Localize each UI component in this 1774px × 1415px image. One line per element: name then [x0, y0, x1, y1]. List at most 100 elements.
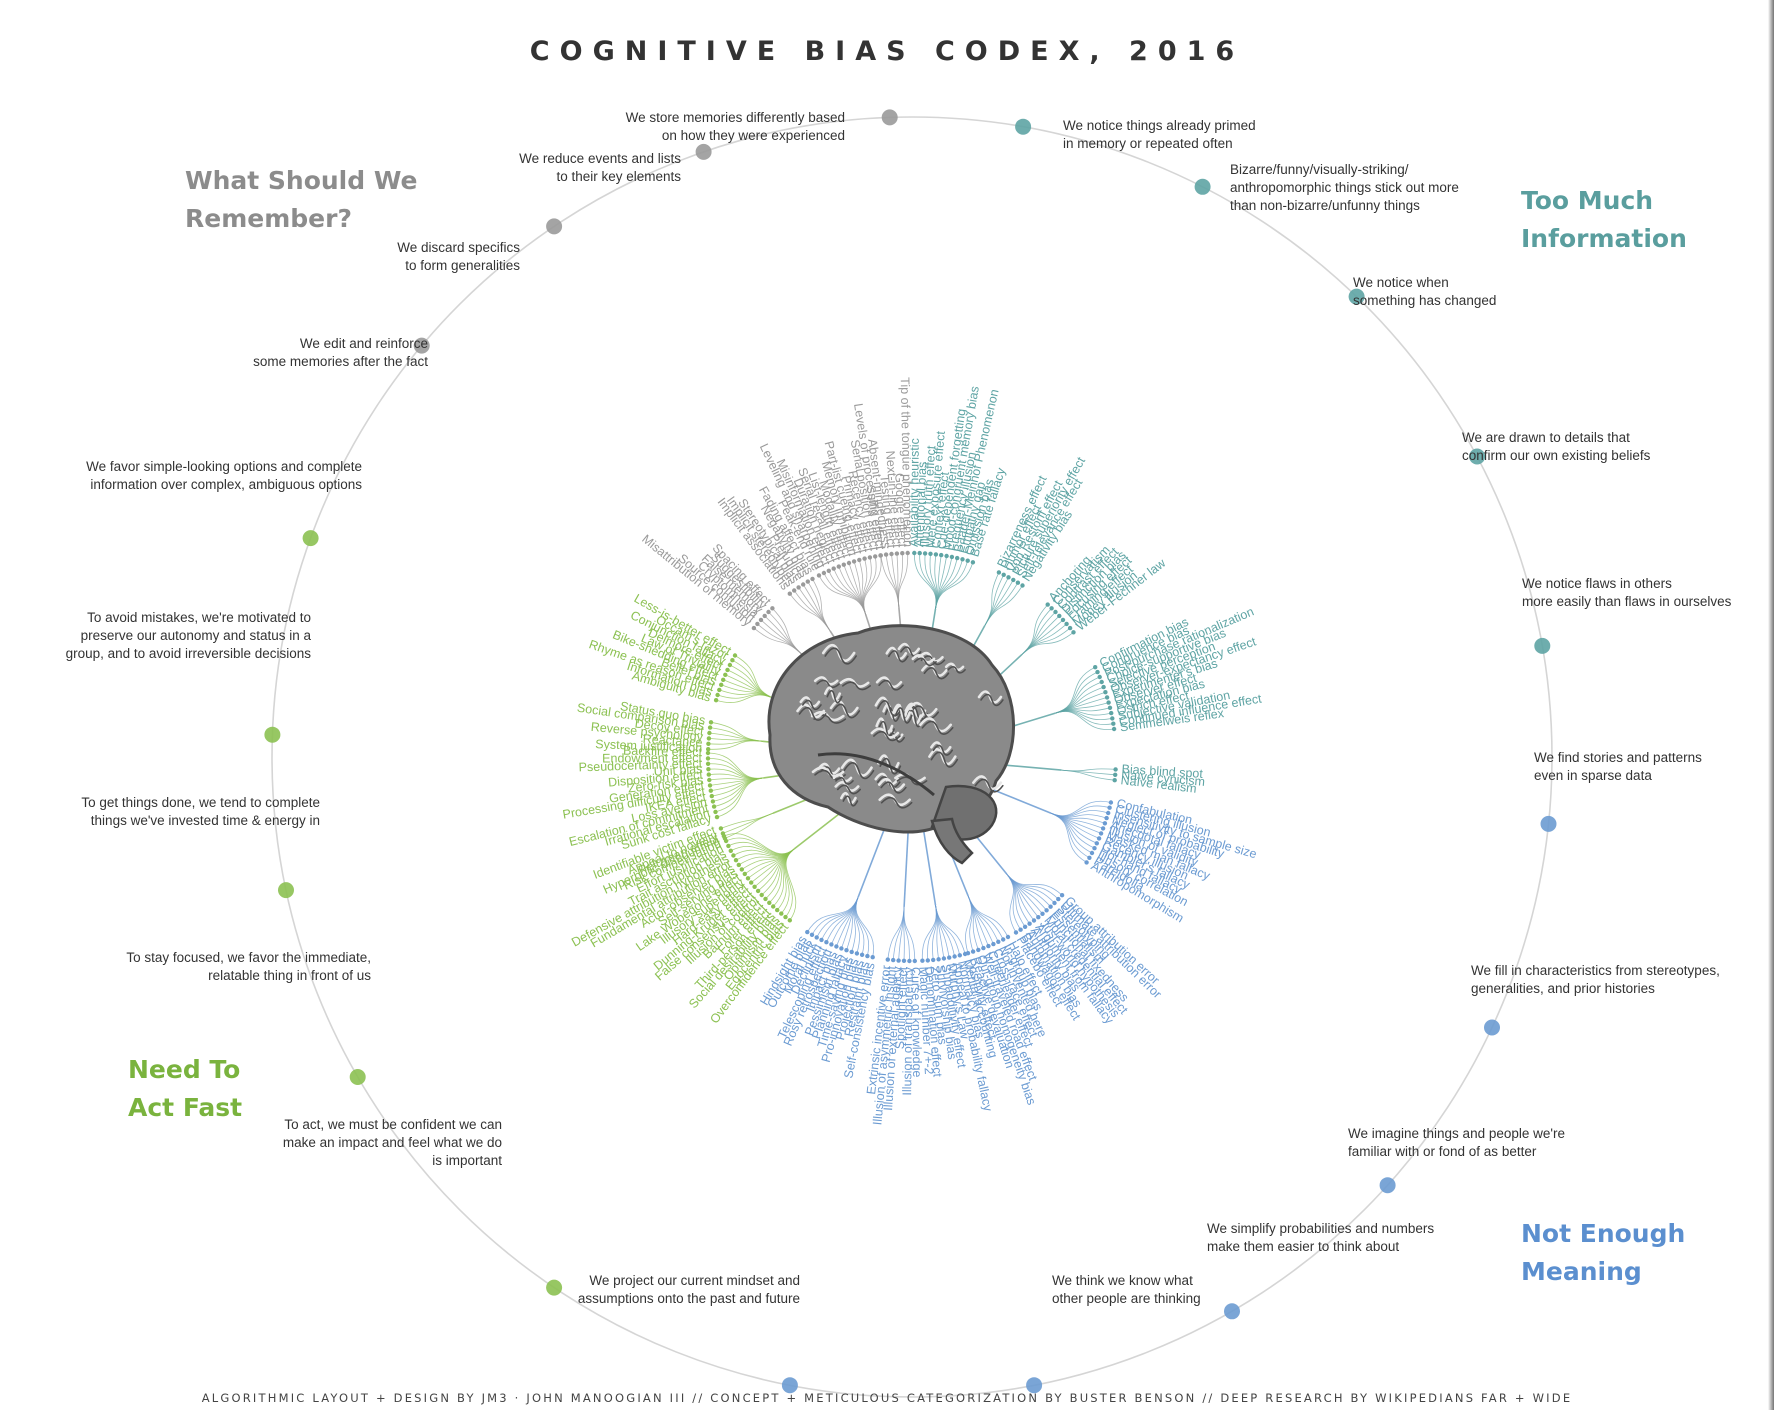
- group-label-line: We notice flaws in others: [1522, 576, 1672, 591]
- page-edge-shadow: [1768, 0, 1774, 1410]
- group-label-line: We favor simple-looking options and comp…: [86, 459, 362, 474]
- bias-dot: [751, 625, 757, 631]
- branch-line: [793, 590, 831, 632]
- bias-dot: [891, 957, 896, 963]
- group-label-g17: We edit and reinforce some memories after…: [253, 335, 428, 371]
- category-line: Too Much: [1521, 186, 1654, 215]
- bias-dot: [1071, 630, 1076, 635]
- bias-dot: [1098, 831, 1104, 836]
- bias-dot: [816, 573, 822, 578]
- bias-dot: [941, 956, 947, 961]
- bias-dot: [713, 809, 718, 815]
- bias-dot: [722, 836, 728, 841]
- bias-dot: [1045, 602, 1050, 607]
- branch-line: [753, 627, 803, 655]
- bias-dot: [1052, 900, 1057, 906]
- bias-dot: [706, 736, 712, 741]
- brain-icon: [767, 624, 1015, 865]
- bias-item: Endowment effect: [602, 751, 702, 766]
- bias-item: Curse of knowledge: [909, 967, 925, 1078]
- bias-dot: [1057, 613, 1062, 619]
- branch-line: [768, 611, 803, 655]
- branch-line: [714, 777, 764, 807]
- bias-dot: [870, 955, 875, 960]
- branch-line: [715, 694, 775, 703]
- branch-line: [720, 812, 774, 829]
- branch-line: [984, 585, 1023, 626]
- bias-dot: [970, 949, 976, 954]
- branch-line: [898, 552, 909, 608]
- bias-dot: [814, 935, 819, 940]
- branch-line: [789, 593, 831, 632]
- bias-dot: [917, 550, 922, 556]
- bias-item: Pseudocertainty effect: [578, 756, 702, 774]
- branch-trunk: [920, 818, 937, 906]
- group-marker-dot: [695, 143, 712, 160]
- group-label-g6: We find stories and patterns even in spar…: [1534, 749, 1702, 785]
- bias-dot: [742, 871, 747, 877]
- group-label-g14: To get things done, we tend to complete t…: [81, 794, 320, 830]
- branch-line: [921, 905, 937, 961]
- bias-item: Attentional bias: [912, 461, 929, 547]
- bias-dot: [1005, 934, 1011, 940]
- branch-line: [734, 655, 775, 699]
- bias-dot: [826, 568, 831, 573]
- bias-dot: [1094, 841, 1100, 846]
- bias-dot: [718, 826, 724, 831]
- bias-dot: [723, 672, 728, 677]
- group-label-line: We discard specifics: [397, 240, 520, 255]
- group-label-g3: We notice when something has changed: [1353, 274, 1496, 310]
- bias-dot: [981, 945, 986, 951]
- bias-dot: [1067, 625, 1073, 631]
- bias-dot: [1096, 836, 1102, 841]
- group-label-line: information over complex, ambiguous opti…: [90, 477, 362, 492]
- group-label-line: on how they were experienced: [661, 128, 845, 143]
- bias-dot: [834, 944, 839, 949]
- group-label-line: familiar with or fond of as better: [1348, 1144, 1537, 1159]
- bias-dot: [792, 588, 797, 593]
- bias-dot: [965, 558, 970, 563]
- bias-item: Illusory truth effect: [918, 445, 939, 548]
- bias-dot: [1064, 621, 1069, 627]
- bias-dot: [809, 932, 815, 937]
- group-label-line: To stay focused, we favor the immediate,: [126, 950, 371, 965]
- branch-trunk: [903, 818, 910, 907]
- branch-line: [710, 721, 763, 742]
- bias-dot: [841, 562, 846, 567]
- group-label-g12: To act, we must be confident we can make …: [283, 1116, 502, 1170]
- bias-dot: [779, 911, 784, 916]
- bias-item: Tip of the tongue phenomenon: [898, 377, 916, 547]
- branch-line: [880, 555, 900, 608]
- bias-dot: [829, 942, 834, 947]
- group-label-line: We edit and reinforce: [299, 336, 428, 351]
- branch-line: [1021, 627, 1071, 655]
- group-marker-dot: [1194, 178, 1211, 195]
- branch-line: [1050, 800, 1111, 817]
- branch-line: [897, 553, 903, 608]
- bias-dot: [752, 884, 757, 889]
- category-not-enough-meaning: Not Enough Meaning: [1521, 1215, 1685, 1291]
- bias-dot: [771, 904, 776, 909]
- bias-dot: [775, 907, 780, 913]
- branch-line: [1021, 604, 1048, 655]
- bias-dot: [1059, 893, 1065, 898]
- group-label-line: to their key elements: [556, 169, 681, 184]
- branch-line: [863, 555, 882, 615]
- group-label-g11: We project our current mindset and assump…: [578, 1272, 800, 1308]
- bias-dot: [706, 772, 711, 777]
- bias-dot: [1103, 690, 1108, 695]
- branch-line: [892, 906, 905, 961]
- bias-item: Magic number 7+-2: [916, 966, 935, 1075]
- bias-dot: [801, 582, 806, 587]
- branch-line: [1006, 873, 1035, 921]
- group-marker-dot: [1534, 637, 1551, 654]
- group-label-line: is important: [432, 1153, 502, 1168]
- group-label-g7: We fill in characteristics from stereoty…: [1471, 962, 1720, 998]
- bias-dot: [883, 552, 889, 557]
- bias-dot: [1048, 904, 1053, 909]
- group-label-line: We notice when: [1353, 275, 1449, 290]
- group-label-g15: To avoid mistakes, we're motivated to pre…: [66, 609, 311, 663]
- bias-dot: [1027, 921, 1032, 926]
- bias-dot: [1113, 767, 1118, 772]
